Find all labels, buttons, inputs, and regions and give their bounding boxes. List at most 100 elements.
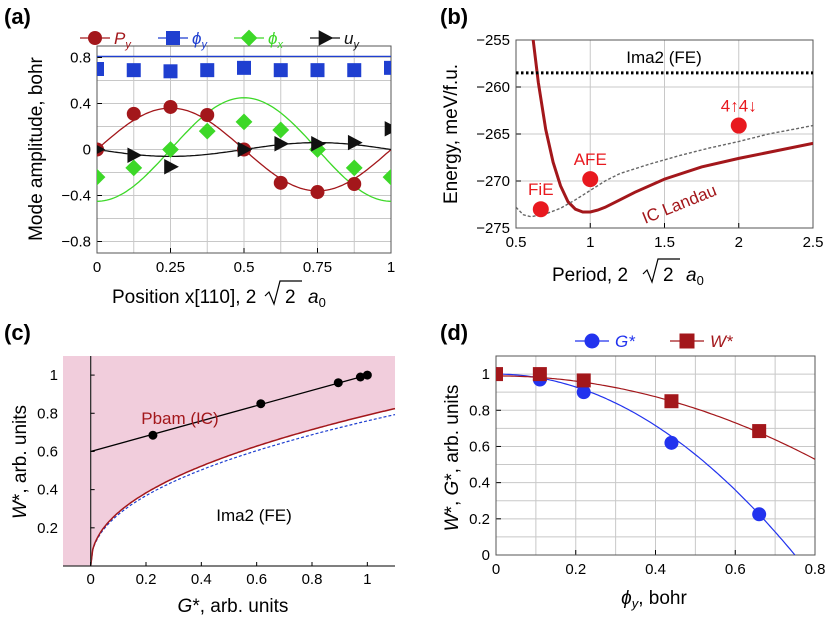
legend-label-part: W (710, 332, 728, 351)
y-tick-label: 0.2 (37, 520, 58, 537)
data-point-W* (664, 394, 679, 409)
panel-d-legend: G* W* (575, 332, 734, 351)
data-point-ϕ_x (345, 159, 363, 177)
x-axis-label-a0-part: a (686, 265, 697, 286)
y-tick-label: 1 (50, 367, 58, 384)
data-point-u_y (127, 147, 143, 163)
y-axis-label-part: G (442, 481, 463, 496)
y-tick-label: 0.2 (469, 511, 490, 528)
x-axis-label-text: Period, 2 (552, 265, 628, 286)
data-point-P_y (163, 99, 178, 114)
y-tick-label: −260 (476, 79, 510, 96)
data-point-W* (752, 424, 767, 439)
x-tick-label: 1 (586, 234, 594, 251)
data-point-P_y (200, 108, 215, 122)
y-axis-label-part: *, arb. units (442, 385, 463, 481)
data-point-ϕ_x (235, 113, 253, 131)
data-point-G* (664, 435, 679, 450)
data-point-W* (496, 367, 503, 382)
data-point-ϕ_y (200, 63, 215, 78)
x-axis-label-a0: a0 (308, 287, 326, 310)
y-axis-label: W*, G*, arb. units (442, 385, 463, 532)
panel-0-axes: 0 0.25 0.5 0.75 1 −0.8 −0.4 0 0.4 0.8 (61, 45, 395, 276)
x-tick-label: 0.8 (302, 571, 323, 588)
y-axis-label-part: W (442, 511, 463, 531)
x-axis-label-a0-part: a (308, 287, 319, 308)
x-axis-label: ϕy, bohr (621, 588, 687, 611)
y-tick-label: −255 (476, 32, 510, 49)
data-point-ϕ_x (272, 121, 290, 139)
y-axis-label: W*, arb. units (10, 405, 31, 519)
y-tick-label: 0.8 (70, 50, 91, 67)
y-tick-label: 0.8 (37, 405, 58, 422)
x-tick-label: 1 (363, 571, 371, 588)
point-label: FiE (528, 180, 554, 199)
x-axis-label-part: *, arb. units (192, 596, 288, 617)
pbam-region (63, 356, 395, 566)
sqrt-sign (264, 280, 302, 306)
legend-marker (240, 29, 258, 47)
x-axis-label: Period, 2 2 a0 (552, 258, 704, 288)
x-tick-label: 0.4 (191, 571, 212, 588)
legend-label-part: ϕ (268, 29, 277, 48)
sqrt-radicand: 2 (663, 265, 674, 286)
legend-label-part: y (200, 39, 208, 51)
data-point (148, 430, 158, 440)
legend-label-part: * (628, 332, 636, 351)
data-point-W* (576, 373, 591, 388)
x-axis-label-part: y (631, 596, 640, 611)
legend-label: W* (710, 332, 734, 351)
y-tick-label: 0.4 (469, 475, 490, 492)
sqrt-radicand-part: 2 (663, 265, 674, 286)
x-axis-label-text: Position x[110], 2 (112, 287, 256, 308)
x-tick-label: 2 (735, 234, 743, 251)
data-point-ϕ_y (310, 63, 325, 78)
legend-label-part: G (615, 332, 628, 351)
x-axis-label-a0-part: 0 (697, 273, 704, 288)
y-tick-label: −265 (476, 126, 510, 143)
data-point-ϕ_x (309, 141, 326, 158)
legend-marker (88, 31, 102, 45)
x-axis-label-part: ϕ (621, 588, 632, 609)
x-tick-label: 0.2 (136, 571, 157, 588)
data-point-ϕ_y (384, 60, 391, 75)
data-point-0 (532, 201, 549, 218)
legend-label: ϕx (268, 29, 283, 51)
data-point-ϕ_y (347, 63, 362, 78)
data-point-ϕ_x (97, 168, 106, 186)
y-tick-label: 1 (482, 366, 490, 383)
series-curve-ϕ_x (97, 97, 391, 202)
y-tick-label: −275 (476, 220, 510, 237)
panel-label: (c) (4, 320, 31, 345)
data-point-u_y (237, 141, 253, 158)
data-point-G* (576, 385, 591, 400)
x-tick-label: 0 (492, 561, 500, 578)
x-tick-label: 0.4 (645, 561, 666, 578)
region-label-ima2: Ima2 (FE) (216, 506, 292, 525)
data-point-ϕ_x (162, 141, 179, 158)
panel-d-curves (496, 367, 815, 555)
data-point-u_y (164, 159, 179, 175)
legend-label: ϕy (192, 29, 208, 51)
y-tick-label: 0 (83, 142, 91, 159)
x-tick-label: 0.75 (303, 259, 332, 276)
y-tick-label: 0.4 (37, 482, 58, 499)
legend-label-part: ϕ (192, 29, 201, 48)
data-point (333, 378, 343, 388)
data-point-G* (752, 507, 767, 522)
legend-marker (166, 31, 180, 45)
fit-line (90, 374, 368, 453)
data-point-u_y (384, 121, 391, 137)
y-axis-label-part: *, arb. units (10, 405, 31, 501)
region-fill (63, 356, 396, 567)
legend-marker (679, 333, 695, 349)
sqrt-radicand-part: 2 (285, 287, 296, 308)
y-tick-label: 0.4 (70, 96, 91, 113)
legend-label: Py (114, 29, 132, 51)
sqrt-radicand: 2 (285, 287, 296, 308)
series-curve-IC-Landau (531, 40, 813, 214)
legend-label-part: P (114, 29, 126, 48)
panel-1-axes: 0.5 1 1.5 2 2.5 −275 −270 −265 −260 −255 (476, 32, 823, 251)
x-tick-label: 0.6 (725, 561, 746, 578)
